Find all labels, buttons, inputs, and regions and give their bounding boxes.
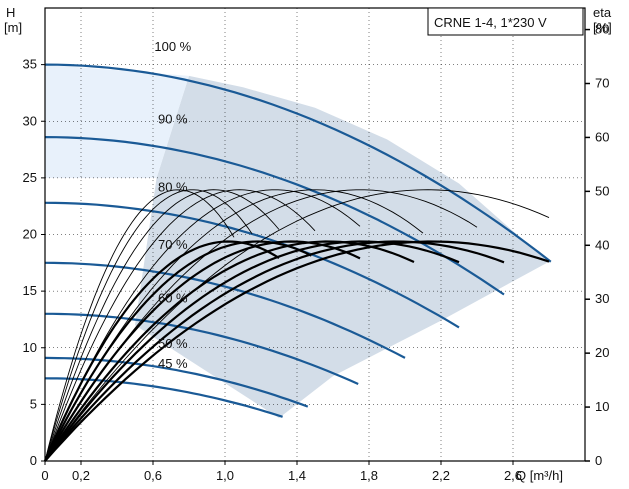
- speed-label: 60 %: [158, 290, 188, 305]
- left-tick-label: 5: [30, 396, 37, 411]
- head-curve: [44, 261, 406, 359]
- efficiency-curve: [44, 240, 550, 462]
- left-tick-label: 0: [30, 453, 37, 468]
- right-tick-label: 50: [595, 183, 609, 198]
- left-axis-title: H: [6, 5, 15, 20]
- speed-label: 70 %: [158, 237, 188, 252]
- head-curves: [44, 63, 552, 418]
- efficiency-curve: [44, 189, 478, 462]
- speed-labels: 100 % 90 % 80 % 70 % 60 % 50 % 45 %: [154, 39, 191, 371]
- right-axis-unit: [%]: [593, 20, 612, 35]
- title-box: CRNE 1-4, 1*230 V: [427, 7, 584, 36]
- right-axis-title: eta: [593, 5, 612, 20]
- head-curve: [44, 377, 283, 418]
- right-tick-label: 70: [595, 76, 609, 91]
- efficiency-curve: [44, 189, 550, 462]
- x-axis-title: Q [m³/h]: [516, 468, 563, 483]
- right-tick-label: 80: [595, 22, 609, 37]
- right-tick-label: 20: [595, 345, 609, 360]
- right-tick-label: 40: [595, 237, 609, 252]
- efficiency-curve: [44, 189, 253, 462]
- speed-label: 80 %: [158, 179, 188, 194]
- right-tick-label: 60: [595, 129, 609, 144]
- right-tick-label: 30: [595, 291, 609, 306]
- head-curve: [44, 136, 505, 296]
- left-tick-label: 25: [23, 170, 37, 185]
- left-tick-label: 35: [23, 57, 37, 72]
- x-tick-label: 1,4: [288, 468, 306, 483]
- efficiency-curve: [44, 189, 316, 462]
- head-curve: [44, 63, 552, 263]
- speed-label: 100 %: [154, 39, 191, 54]
- efficiency-curve: [44, 240, 505, 462]
- efficiency-curve: [44, 189, 361, 462]
- tick-labels: 0 5 10 15 20 25 30 35 0 10 20 30 40 50 60 70 80 0 0,2 0,6 1,…: [23, 22, 610, 483]
- x-tick-label: 2,2: [432, 468, 450, 483]
- head-curve: [45, 312, 359, 386]
- left-axis-unit: [m]: [4, 20, 22, 35]
- efficiency-curve: [44, 240, 460, 462]
- head-curve: [44, 201, 460, 329]
- speed-label: 45 %: [158, 356, 188, 371]
- left-tick-label: 20: [23, 227, 37, 242]
- efficiency-curve: [44, 189, 280, 462]
- right-tick-label: 10: [595, 399, 609, 414]
- right-tick-label: 0: [595, 453, 602, 468]
- x-tick-label: 0: [41, 468, 48, 483]
- efficiency-curve: [44, 189, 424, 462]
- speed-label: 50 %: [158, 336, 188, 351]
- x-tick-label: 1,8: [360, 468, 378, 483]
- speed-label: 90 %: [158, 112, 188, 127]
- x-tick-label: 1,0: [216, 468, 234, 483]
- efficiency-curves: [43, 189, 550, 462]
- efficiency-curve: [44, 240, 415, 462]
- x-tick-label: 0,2: [72, 468, 90, 483]
- left-tick-label: 15: [23, 283, 37, 298]
- left-tick-label: 30: [23, 113, 37, 128]
- head-curve: [44, 356, 309, 408]
- plot-frame: [41, 7, 590, 465]
- chart-title: CRNE 1-4, 1*230 V: [434, 15, 547, 30]
- x-tick-label: 0,6: [144, 468, 162, 483]
- left-tick-label: 10: [23, 340, 37, 355]
- x-tick-label: 2,6: [504, 468, 522, 483]
- efficiency-curve: [44, 189, 235, 462]
